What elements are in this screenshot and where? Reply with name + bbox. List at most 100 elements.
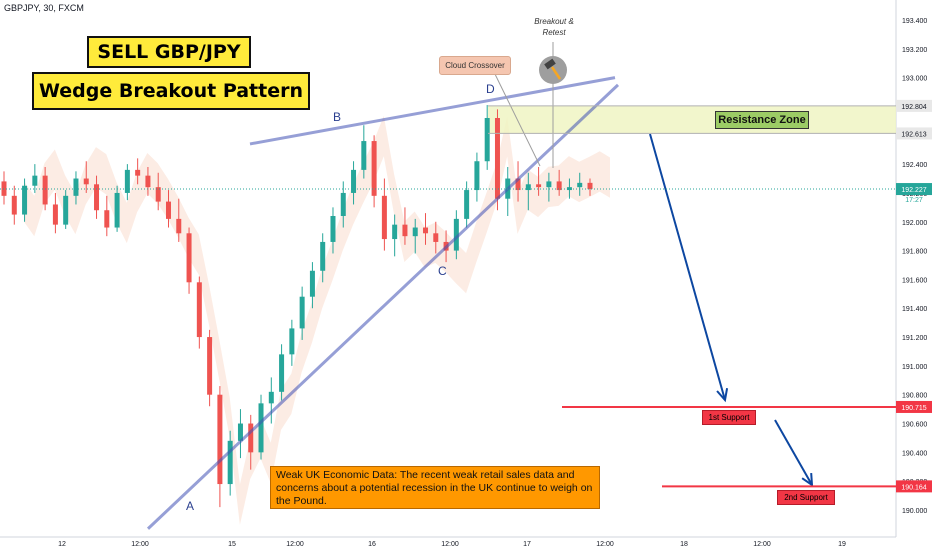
price-tick-label: 191.000: [902, 364, 927, 371]
candle-body: [176, 218, 182, 234]
candle-body: [556, 181, 562, 191]
candle-body: [433, 233, 439, 242]
time-tick-label: 19: [838, 541, 846, 548]
price-tick-label: 193.200: [902, 47, 927, 54]
candle-body: [299, 296, 305, 329]
price-axis: 193.400193.200193.000192.800192.600192.4…: [896, 18, 932, 515]
candle-body: [237, 423, 243, 441]
price-tick-label: 191.200: [902, 335, 927, 342]
candlestick-series: [1, 105, 593, 508]
hammer-head: [544, 58, 556, 70]
time-tick-label: 12:00: [131, 541, 149, 548]
title-pattern: Wedge Breakout Pattern: [32, 72, 310, 110]
time-tick-label: 15: [228, 541, 236, 548]
candle-body: [536, 184, 542, 188]
price-tick-label: 190.000: [902, 508, 927, 515]
candle-body: [412, 227, 418, 237]
wedge-lower-line: [146, 83, 620, 530]
time-tick-label: 12:00: [286, 541, 304, 548]
candle-body: [186, 233, 192, 283]
candle-body: [474, 161, 480, 191]
countdown-tag: 17:27: [905, 197, 923, 204]
hammer-handle: [550, 66, 562, 80]
wave-label-c: C: [438, 264, 447, 278]
support2-tag-bg: [896, 480, 932, 493]
candle-body: [525, 184, 531, 191]
candle-body: [207, 337, 213, 395]
candle-body: [484, 118, 490, 162]
time-tick-label: 12: [58, 541, 66, 548]
fundamental-note: Weak UK Economic Data: The recent weak r…: [270, 466, 600, 509]
time-tick-label: 12:00: [753, 541, 771, 548]
forecast-arrow-2-head: [801, 472, 814, 487]
breakout-label-line1: Breakout &: [534, 17, 574, 26]
time-tick-label: 16: [368, 541, 376, 548]
price-tick-label: 190.800: [902, 393, 927, 400]
price-tick-label: 190.400: [902, 450, 927, 457]
candle-body: [268, 391, 274, 404]
candle-body: [145, 175, 151, 188]
candle-body: [423, 227, 429, 234]
candle-body: [515, 178, 521, 191]
price-tick-label: 191.600: [902, 277, 927, 284]
price-tick-label: 192.400: [902, 162, 927, 169]
time-tick-label: 17: [523, 541, 531, 548]
candle-body: [248, 423, 254, 453]
price-tick-label: 190.600: [902, 422, 927, 429]
resistance-bottom-tag-bg: [896, 127, 932, 140]
candle-body: [494, 118, 500, 199]
candle-body: [135, 169, 141, 176]
wave-label-d: D: [486, 82, 495, 96]
candle-body: [309, 270, 315, 297]
support-levels: [0, 105, 896, 488]
trend-lines: [146, 42, 814, 530]
candle-body: [165, 201, 171, 219]
support1-tag-bg: [896, 400, 932, 413]
resistance-top-tag: 192.804: [901, 104, 926, 111]
candle-body: [381, 195, 387, 240]
symbol-label: GBPJPY, 30, FXCM: [4, 3, 84, 13]
forecast-arrow-1: [649, 133, 726, 401]
current-price-tag-bg: [896, 183, 932, 196]
candle-body: [32, 175, 38, 186]
candle-body: [196, 282, 202, 338]
candle-body: [52, 204, 58, 225]
candle-body: [361, 141, 367, 170]
wave-label-b: B: [333, 110, 342, 124]
candle-body: [83, 178, 89, 185]
candle-body: [227, 440, 233, 485]
candle-body: [402, 224, 408, 237]
second-support-label: 2nd Support: [777, 490, 835, 505]
cloud-crossover-pointer: [492, 69, 541, 167]
candle-body: [289, 328, 295, 355]
time-axis: 12 12:00 15 12:00 16 12:00 17 12:00 18 12:00 19: [58, 541, 846, 548]
support1-tag: 190.715: [901, 405, 926, 412]
candle-body: [104, 210, 110, 228]
candle-body: [73, 178, 79, 196]
price-tick-label: 192.000: [902, 220, 927, 227]
candle-body: [464, 190, 470, 219]
cloud-crossover-label: Cloud Crossover: [439, 56, 511, 75]
resistance-zone-band: [488, 105, 896, 134]
candle-body: [114, 192, 120, 228]
time-tick-label: 18: [680, 541, 688, 548]
resistance-bottom-tag: 192.613: [901, 131, 926, 138]
candle-body: [330, 216, 336, 242]
hammer-icon: [539, 56, 567, 84]
forecast-arrow-1-head: [716, 388, 729, 403]
wave-label-a: A: [186, 499, 195, 513]
support2-tag: 190.164: [901, 484, 926, 491]
forecast-arrow-2: [774, 419, 813, 486]
candle-body: [351, 169, 357, 193]
price-tick-label: 191.800: [902, 249, 927, 256]
candle-body: [279, 354, 285, 392]
candle-body: [577, 182, 583, 188]
candle-body: [22, 185, 28, 215]
breakout-retest-label: Breakout & Retest: [526, 16, 582, 38]
candle-body: [155, 187, 161, 202]
wedge-upper-line: [249, 76, 616, 146]
resistance-zone-label: Resistance Zone: [715, 111, 809, 129]
resistance-top-tag-bg: [896, 99, 932, 112]
candle-body: [371, 141, 377, 196]
